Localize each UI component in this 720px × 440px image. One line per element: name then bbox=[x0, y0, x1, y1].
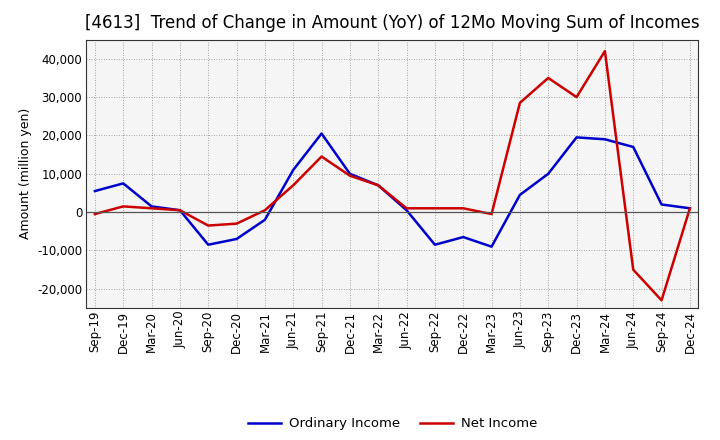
Ordinary Income bbox=[318, 131, 326, 136]
Line: Ordinary Income: Ordinary Income bbox=[95, 134, 690, 247]
Net Income bbox=[487, 211, 496, 216]
Ordinary Income bbox=[402, 208, 411, 213]
Ordinary Income bbox=[91, 188, 99, 194]
Net Income bbox=[204, 223, 212, 228]
Ordinary Income bbox=[657, 202, 666, 207]
Line: Net Income: Net Income bbox=[95, 51, 690, 301]
Net Income bbox=[516, 100, 524, 106]
Net Income bbox=[346, 173, 354, 178]
Net Income bbox=[657, 298, 666, 303]
Title: [4613]  Trend of Change in Amount (YoY) of 12Mo Moving Sum of Incomes: [4613] Trend of Change in Amount (YoY) o… bbox=[85, 15, 700, 33]
Ordinary Income bbox=[572, 135, 581, 140]
Ordinary Income bbox=[600, 137, 609, 142]
Net Income bbox=[459, 205, 467, 211]
Net Income bbox=[374, 183, 382, 188]
Ordinary Income bbox=[233, 236, 241, 242]
Ordinary Income bbox=[459, 235, 467, 240]
Ordinary Income bbox=[629, 144, 637, 150]
Ordinary Income bbox=[119, 181, 127, 186]
Net Income bbox=[119, 204, 127, 209]
Ordinary Income bbox=[346, 171, 354, 176]
Ordinary Income bbox=[685, 205, 694, 211]
Ordinary Income bbox=[261, 217, 269, 223]
Net Income bbox=[91, 211, 99, 216]
Net Income bbox=[600, 48, 609, 54]
Net Income bbox=[148, 205, 156, 211]
Net Income bbox=[233, 221, 241, 226]
Ordinary Income bbox=[431, 242, 439, 247]
Net Income bbox=[431, 205, 439, 211]
Net Income bbox=[289, 183, 297, 188]
Ordinary Income bbox=[176, 208, 184, 213]
Ordinary Income bbox=[487, 244, 496, 249]
Net Income bbox=[261, 208, 269, 213]
Ordinary Income bbox=[148, 204, 156, 209]
Net Income bbox=[685, 205, 694, 211]
Ordinary Income bbox=[204, 242, 212, 247]
Net Income bbox=[402, 205, 411, 211]
Ordinary Income bbox=[374, 183, 382, 188]
Ordinary Income bbox=[289, 167, 297, 172]
Ordinary Income bbox=[544, 171, 552, 176]
Net Income bbox=[544, 75, 552, 81]
Net Income bbox=[629, 267, 637, 272]
Net Income bbox=[318, 154, 326, 159]
Legend: Ordinary Income, Net Income: Ordinary Income, Net Income bbox=[243, 412, 542, 436]
Net Income bbox=[572, 95, 581, 100]
Net Income bbox=[176, 208, 184, 213]
Y-axis label: Amount (million yen): Amount (million yen) bbox=[19, 108, 32, 239]
Ordinary Income bbox=[516, 192, 524, 198]
